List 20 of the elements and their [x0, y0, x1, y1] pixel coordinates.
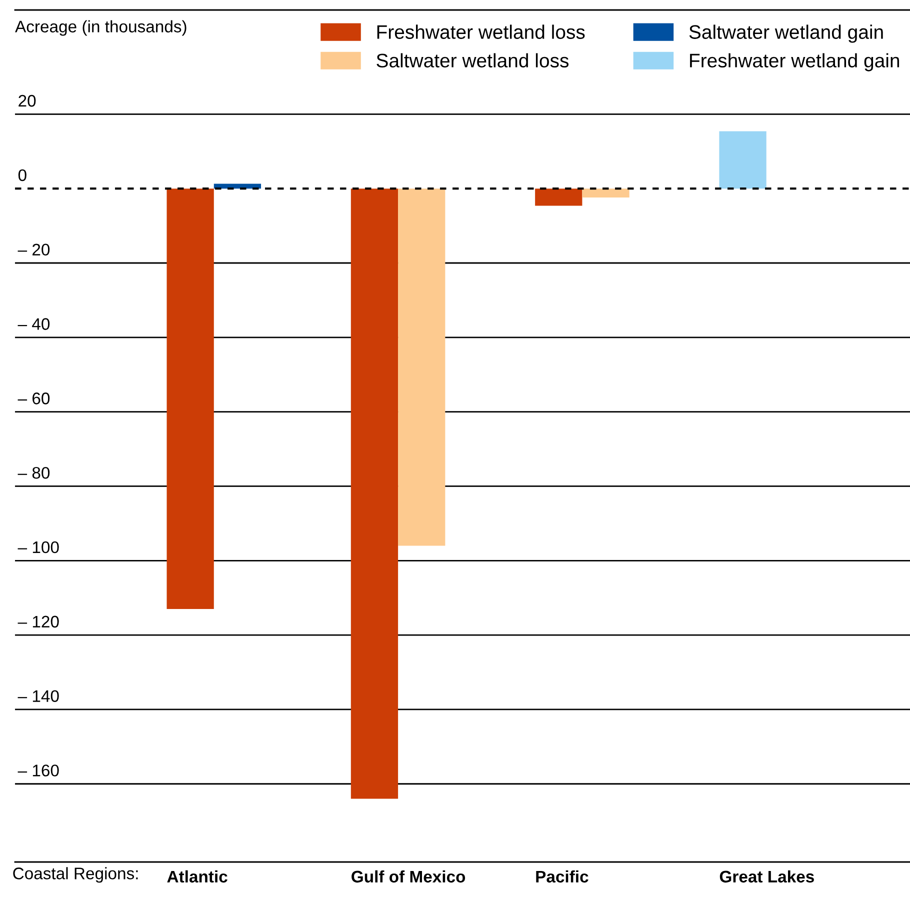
legend-label: Saltwater wetland gain [689, 24, 883, 43]
legend-label: Freshwater wetland gain [690, 53, 900, 72]
y-tick-label: – 120 [18, 616, 59, 628]
y-tick-label: – 80 [18, 466, 50, 479]
y-tick-label: 20 [18, 94, 36, 107]
y-tick-label: – 140 [18, 690, 59, 702]
x-tick-label: Pacific [536, 870, 588, 883]
y-tick-label: – 100 [18, 541, 59, 554]
legend-label: Saltwater wetland loss [376, 53, 569, 68]
x-tick-label: Atlantic [167, 870, 228, 883]
x-axis-title: Coastal Regions: [13, 867, 138, 883]
y-tick-label: – 40 [18, 318, 50, 330]
y-tick-label: – 20 [18, 244, 50, 256]
x-tick-label: Great Lakes [720, 870, 814, 883]
y-axis-title: Acreage (in thousands) [15, 20, 186, 36]
y-tick-label: – 60 [18, 392, 50, 404]
x-tick-label: Gulf of Mexico [352, 870, 466, 883]
legend-label: Freshwater wetland loss [377, 24, 585, 39]
y-tick-label: – 160 [18, 764, 59, 776]
y-tick-label: 0 [18, 169, 26, 182]
